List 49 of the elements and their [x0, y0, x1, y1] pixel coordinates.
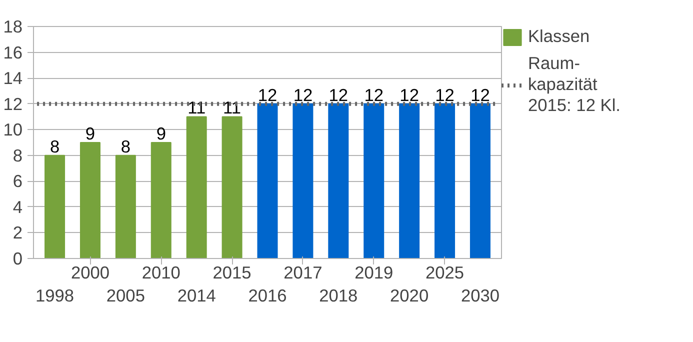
x-tick-label: 2017	[284, 262, 322, 282]
data-label: 9	[156, 124, 166, 144]
y-tick-label: 0	[12, 248, 23, 268]
data-label: 12	[470, 84, 490, 105]
bar	[399, 103, 420, 258]
bar	[150, 142, 172, 258]
x-tick-label: 2016	[248, 286, 287, 306]
legend-label: Raum- kapazität 2015: 12 Kl.	[528, 53, 620, 116]
x-tick-label: 2000	[70, 262, 110, 282]
bar	[434, 103, 456, 258]
x-tick-label: 2020	[390, 286, 429, 306]
y-tick-label: 10	[3, 120, 23, 140]
y-tick-label: 12	[3, 94, 23, 114]
bar	[186, 116, 207, 258]
data-label: 12	[258, 84, 278, 105]
bar	[292, 103, 314, 258]
x-tick-label: 2005	[106, 286, 145, 306]
bar	[44, 154, 66, 258]
bar	[328, 103, 349, 258]
data-label: 8	[50, 136, 60, 156]
bar	[364, 103, 384, 258]
bar	[470, 103, 490, 258]
y-tick-label: 6	[12, 171, 23, 192]
data-label: 9	[85, 124, 96, 144]
x-tick-label: 2014	[177, 286, 216, 306]
x-tick-label: 2019	[354, 262, 394, 282]
y-tick-label: 4	[12, 196, 23, 217]
data-label: 12	[400, 84, 419, 105]
y-tick-label: 2	[12, 222, 23, 243]
x-tick-label: 2025	[426, 262, 464, 282]
x-tick-label: 2015	[212, 262, 252, 282]
x-tick-label: 2030	[460, 286, 500, 306]
y-tick-label: 18	[3, 16, 23, 36]
y-tick-label: 8	[12, 145, 23, 166]
bar	[222, 116, 242, 258]
bar	[115, 154, 136, 258]
data-label: 12	[435, 84, 454, 105]
data-label: 8	[120, 136, 131, 156]
x-tick-label: 1998	[36, 286, 74, 306]
y-tick-label: 14	[3, 68, 23, 88]
data-label: 12	[364, 84, 384, 105]
data-label: 12	[293, 84, 313, 105]
x-tick-label: 2018	[319, 286, 358, 306]
y-tick-label: 16	[3, 42, 23, 62]
legend-label: Klassen	[528, 26, 590, 47]
data-label: 12	[328, 84, 348, 105]
bar	[257, 103, 278, 258]
x-tick-label: 2010	[142, 262, 180, 282]
bar	[80, 142, 100, 258]
